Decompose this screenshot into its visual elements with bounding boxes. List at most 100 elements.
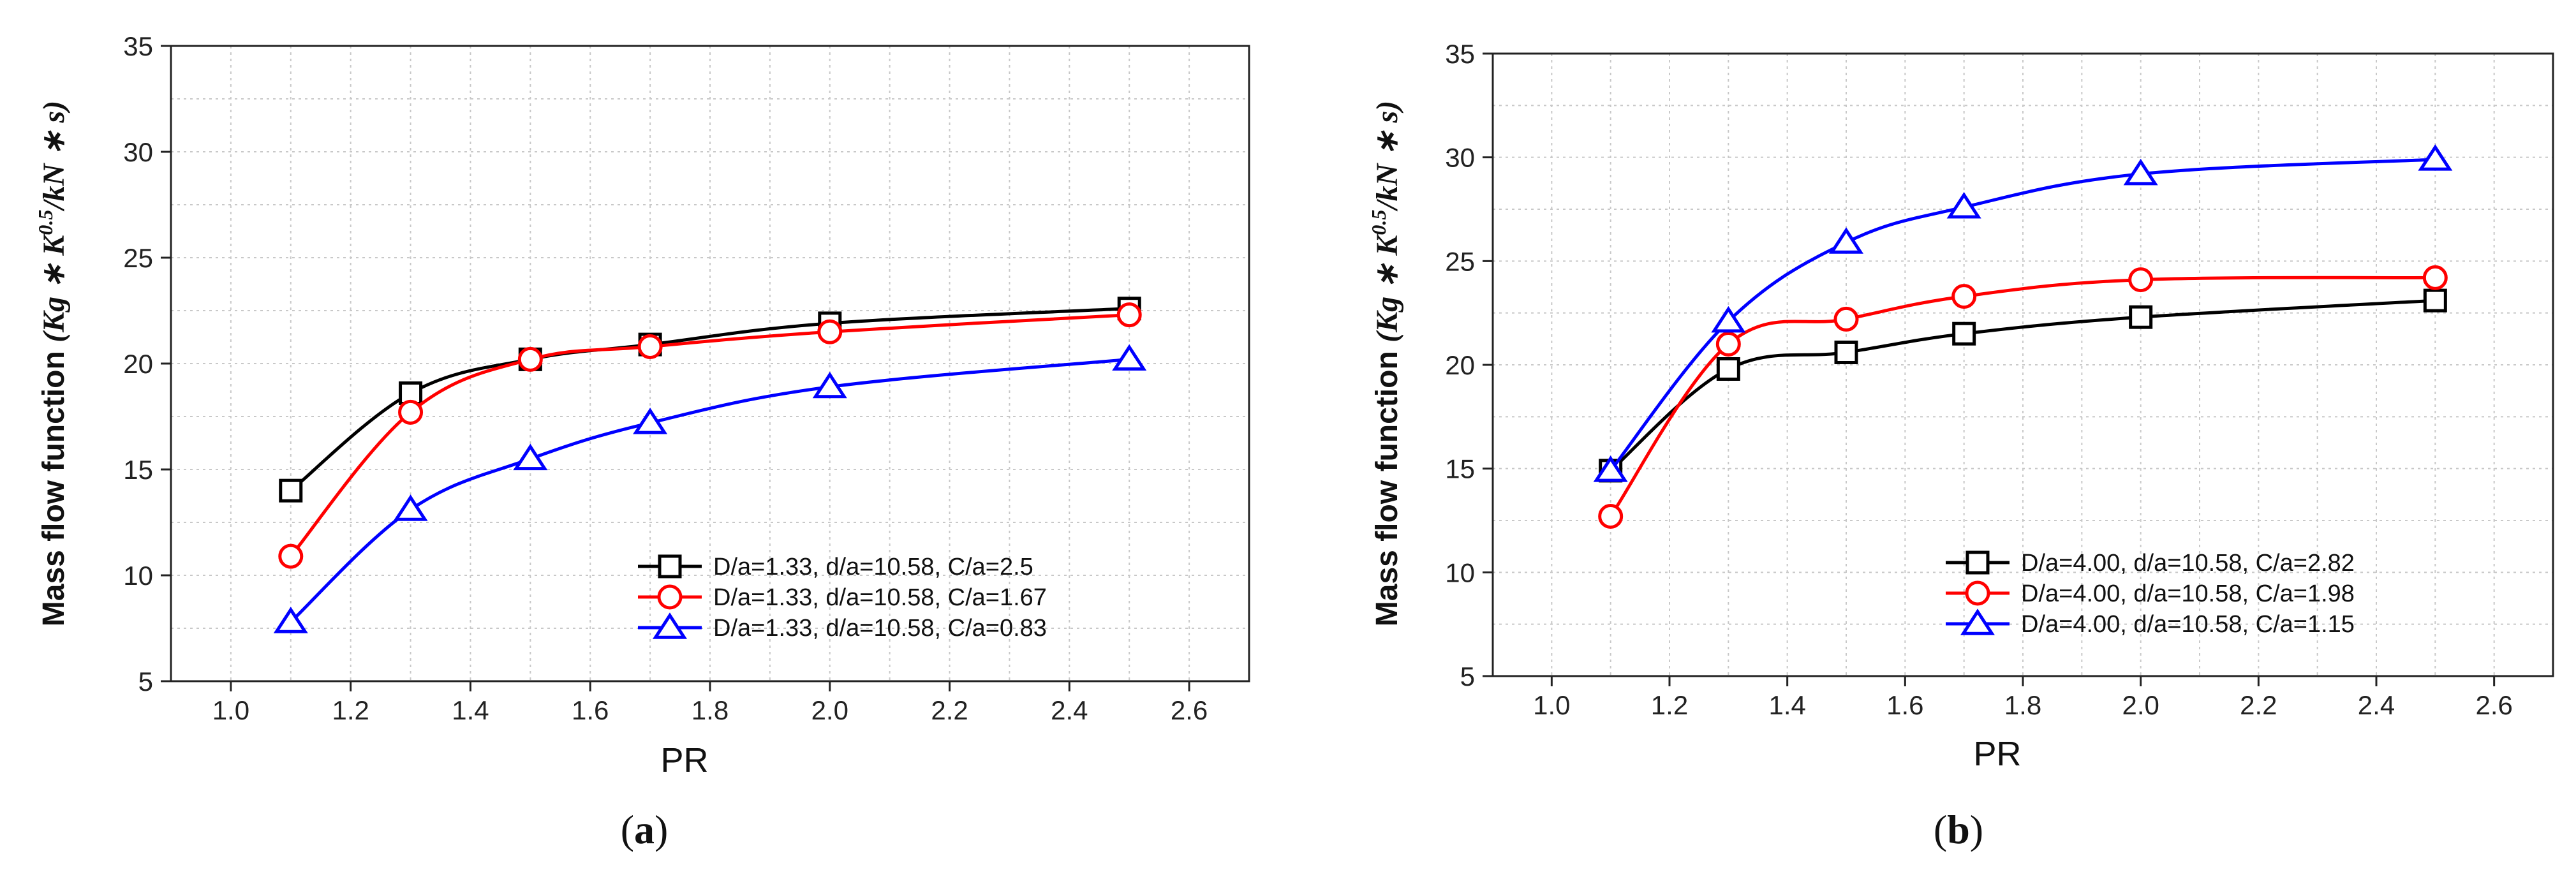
x-tick-label: 2.2	[931, 695, 968, 725]
x-tick-label: 2.6	[1171, 695, 1208, 725]
panel-label-letter: a	[634, 807, 655, 852]
y-axis-label-units: (Kg ∗ K	[37, 233, 71, 343]
panel-label: (a)	[621, 807, 669, 852]
y-axis-label-exponent: 0.5	[1367, 210, 1390, 235]
x-tick-label: 1.8	[692, 695, 729, 725]
data-point-triangle	[273, 607, 308, 633]
data-point-triangle	[812, 371, 847, 399]
x-tick-label: 1.4	[1768, 690, 1805, 720]
y-tick-label: 5	[1460, 661, 1475, 691]
series-2	[278, 302, 1142, 569]
data-point-square	[2129, 305, 2153, 329]
data-point-circle	[1715, 331, 1741, 357]
data-point-circle	[2128, 267, 2154, 293]
data-point-triangle	[1828, 227, 1864, 254]
y-tick-label: 10	[1445, 557, 1475, 587]
series-line	[1609, 276, 2436, 517]
y-tick-label: 25	[123, 243, 153, 273]
x-tick-label: 1.0	[212, 695, 249, 725]
panel-label-open: (	[1934, 807, 1947, 852]
data-point-square	[1952, 321, 1976, 346]
data-point-triangle	[2418, 144, 2453, 171]
legend-marker-triangle	[1960, 608, 1995, 635]
x-tick-label: 2.0	[2122, 690, 2159, 720]
data-point-circle	[1116, 302, 1142, 328]
data-point-circle	[2422, 265, 2448, 290]
panel-label-close: )	[655, 807, 668, 852]
y-tick-label: 20	[1445, 350, 1475, 380]
panel-label-close: )	[1970, 807, 1983, 852]
data-point-triangle	[2123, 158, 2158, 186]
y-axis-label-units-tail: /kN ∗ s)	[37, 101, 71, 212]
series-1	[1599, 288, 2447, 483]
data-point-triangle	[513, 443, 548, 471]
chart-panel-a: 1.0 1.2 1.4 1.6 1.8 2.0 2.2 2.4 2.6 5 10 15 20 25 30 35…	[34, 31, 1250, 852]
y-axis-label: Mass flow function (Kg ∗ K0.5/kN ∗ s)	[1367, 101, 1404, 626]
data-point-triangle	[1112, 344, 1147, 371]
data-point-square	[1716, 357, 1740, 381]
data-point-square	[1834, 340, 1858, 364]
data-point-circle	[398, 399, 424, 425]
x-tick-label: 1.2	[1651, 690, 1688, 720]
series-3	[1593, 144, 2453, 482]
panel-label-letter: b	[1947, 807, 1970, 852]
series-line	[289, 313, 1130, 557]
legend-label: D/a=4.00, d/a=10.58, C/a=2.82	[2021, 550, 2355, 577]
legend-label: D/a=4.00, d/a=10.58, C/a=1.15	[2021, 611, 2355, 638]
y-axis-label: Mass flow function (Kg ∗ K0.5/kN ∗ s)	[34, 101, 71, 626]
y-axis-label-exponent: 0.5	[34, 210, 57, 235]
y-tick-label: 30	[123, 137, 153, 167]
data-point-circle	[817, 319, 843, 344]
x-tick-label: 1.6	[1886, 690, 1923, 720]
data-point-circle	[637, 334, 663, 359]
legend-marker-square	[1965, 550, 1990, 575]
data-point-triangle	[393, 494, 428, 521]
series-2	[1598, 265, 2448, 529]
y-axis-label-text: Mass flow function	[1370, 351, 1404, 626]
x-tick-label: 2.0	[811, 695, 848, 725]
chart-panel-b: 1.0 1.2 1.4 1.6 1.8 2.0 2.2 2.4 2.6 5 10 15 20 25 30 35…	[1367, 39, 2554, 852]
data-point-circle	[1951, 284, 1977, 309]
data-point-circle	[1598, 503, 1624, 529]
x-tick-label: 1.0	[1533, 690, 1570, 720]
y-axis-label-text: Mass flow function	[37, 351, 71, 626]
legend-marker-circle	[1965, 580, 1990, 606]
y-tick-label: 15	[1445, 454, 1475, 484]
data-point-triangle	[1946, 191, 1981, 219]
legend: D/a=1.33, d/a=10.58, C/a=2.5 D/a=1.33, d/…	[638, 554, 1047, 642]
legend-label: D/a=4.00, d/a=10.58, C/a=1.98	[2021, 580, 2355, 607]
x-tick-label: 2.4	[1051, 695, 1088, 725]
y-axis-label-units-tail: /kN ∗ s)	[1370, 101, 1404, 212]
series-line	[290, 357, 1130, 623]
y-axis-label-space	[37, 343, 71, 351]
x-tick-label: 2.4	[2358, 690, 2395, 720]
x-axis-label: PR	[660, 741, 708, 779]
legend-marker-triangle	[652, 612, 688, 639]
data-point-circle	[517, 346, 543, 372]
legend-label: D/a=1.33, d/a=10.58, C/a=2.5	[713, 554, 1033, 580]
y-tick-label: 35	[1445, 39, 1475, 69]
y-tick-label: 30	[1445, 143, 1475, 173]
y-tick-label: 25	[1445, 246, 1475, 276]
x-tick-label: 1.4	[452, 695, 489, 725]
data-point-circle	[1833, 306, 1859, 332]
data-point-square	[2423, 288, 2447, 313]
legend-label: D/a=1.33, d/a=10.58, C/a=1.67	[713, 584, 1047, 611]
panel-label: (b)	[1934, 807, 1983, 852]
legend: D/a=4.00, d/a=10.58, C/a=2.82 D/a=4.00, d…	[1946, 550, 2355, 638]
x-tick-label: 2.6	[2475, 690, 2512, 720]
y-tick-label: 5	[138, 667, 153, 697]
x-tick-label: 2.2	[2240, 690, 2277, 720]
y-tick-label: 20	[123, 349, 153, 379]
data-point-circle	[278, 543, 304, 569]
legend-label: D/a=1.33, d/a=10.58, C/a=0.83	[713, 615, 1047, 642]
x-tick-label: 1.6	[572, 695, 609, 725]
series-3	[273, 344, 1147, 633]
x-tick-label: 1.2	[332, 695, 369, 725]
y-tick-label: 35	[123, 31, 153, 61]
y-tick-label: 10	[123, 561, 153, 591]
data-point-triangle	[633, 408, 668, 434]
legend-marker-circle	[657, 584, 683, 610]
data-point-square	[279, 478, 303, 503]
